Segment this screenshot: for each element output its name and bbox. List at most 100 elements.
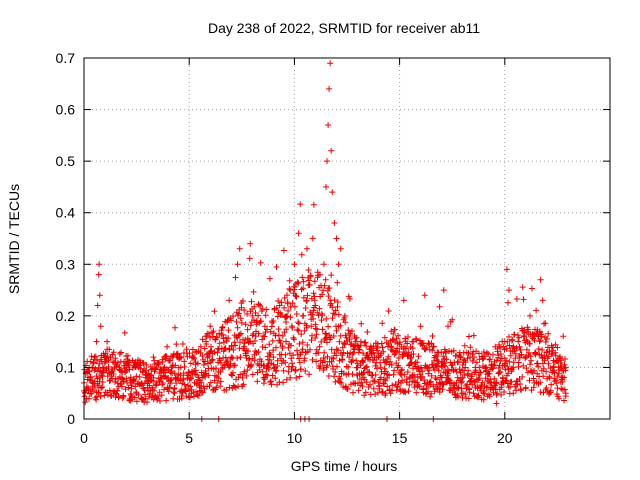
data-point <box>326 85 333 92</box>
data-point <box>370 385 377 392</box>
data-point <box>312 325 319 332</box>
data-point <box>102 354 108 361</box>
data-point <box>426 364 433 371</box>
data-point <box>304 245 310 252</box>
data-point <box>213 365 219 372</box>
data-point <box>286 277 293 284</box>
data-point <box>201 345 208 352</box>
data-point <box>94 302 101 309</box>
data-point <box>208 343 214 350</box>
data-point <box>513 296 520 302</box>
data-point <box>372 391 379 398</box>
data-point <box>99 379 106 385</box>
data-point <box>272 332 279 339</box>
data-point <box>287 287 294 294</box>
data-point <box>456 366 463 373</box>
data-point <box>305 267 312 273</box>
data-point <box>535 363 542 370</box>
data-point <box>141 379 148 386</box>
data-point <box>164 343 171 350</box>
data-point <box>108 369 115 376</box>
data-point <box>294 347 300 354</box>
data-point <box>292 367 299 373</box>
data-point <box>419 373 425 380</box>
data-point <box>421 292 428 299</box>
data-point <box>180 376 187 383</box>
data-point <box>316 305 323 312</box>
data-point <box>344 350 351 357</box>
data-point <box>207 334 213 341</box>
data-point <box>506 333 512 340</box>
data-point <box>158 375 165 382</box>
data-point <box>487 356 494 363</box>
data-point <box>180 370 187 377</box>
data-point <box>310 201 317 208</box>
data-point <box>188 375 194 382</box>
plot-frame <box>83 57 611 420</box>
data-point <box>133 373 140 380</box>
data-point <box>127 374 134 381</box>
data-point <box>275 332 282 339</box>
data-point <box>294 279 301 286</box>
data-point <box>295 320 302 327</box>
data-point <box>503 266 510 273</box>
data-point <box>303 324 310 331</box>
data-point <box>523 346 530 353</box>
data-point <box>198 389 205 396</box>
data-point <box>319 326 326 333</box>
data-point <box>558 357 565 364</box>
data-point <box>300 285 307 292</box>
data-point <box>289 363 296 370</box>
data-point <box>413 389 420 396</box>
data-point <box>205 330 212 337</box>
data-point <box>244 367 251 374</box>
data-point <box>130 377 137 383</box>
data-point <box>97 393 104 400</box>
data-point <box>248 298 255 305</box>
data-point <box>197 343 204 350</box>
data-point <box>514 332 521 339</box>
data-point <box>126 359 132 365</box>
x-tick-label: 5 <box>185 430 193 446</box>
data-point <box>467 344 474 351</box>
data-point <box>543 349 550 355</box>
data-point <box>540 373 547 380</box>
data-point <box>497 358 504 365</box>
data-point <box>183 393 190 400</box>
data-point <box>554 385 561 392</box>
data-point <box>397 371 404 377</box>
data-point <box>96 261 103 268</box>
data-point <box>527 353 534 360</box>
data-point <box>344 385 351 392</box>
y-tick-label: 0.3 <box>56 256 76 272</box>
data-point <box>433 381 440 388</box>
data-point <box>171 385 178 392</box>
data-point <box>261 333 268 340</box>
data-point <box>323 330 329 337</box>
data-point <box>308 323 315 330</box>
data-point <box>166 384 173 391</box>
data-point <box>359 383 366 390</box>
data-point <box>455 393 461 400</box>
data-point <box>356 376 363 382</box>
data-point <box>229 369 236 376</box>
data-point <box>234 261 241 268</box>
data-point <box>126 366 133 373</box>
data-point <box>97 323 104 330</box>
data-point <box>210 333 217 340</box>
data-point <box>429 333 436 339</box>
data-point <box>423 344 430 351</box>
data-point <box>461 342 468 349</box>
data-point <box>550 364 557 371</box>
data-point <box>505 299 511 306</box>
data-point <box>121 329 128 336</box>
data-point <box>362 389 369 396</box>
data-point <box>191 355 198 362</box>
data-point <box>299 346 306 353</box>
data-point <box>106 387 113 394</box>
data-point <box>181 358 188 365</box>
data-point <box>332 369 339 375</box>
data-point <box>362 364 369 371</box>
data-point <box>302 305 309 311</box>
data-point <box>223 386 230 393</box>
